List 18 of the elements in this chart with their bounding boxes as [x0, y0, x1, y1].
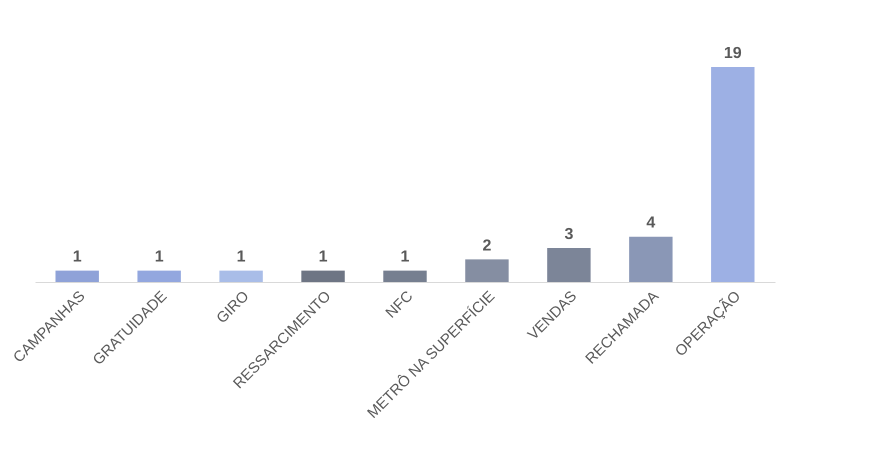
- bar: [383, 270, 427, 282]
- data-label: 1: [400, 248, 410, 266]
- data-label: 3: [564, 226, 574, 244]
- bar: [55, 270, 99, 282]
- data-label: 1: [72, 248, 82, 266]
- data-label: 1: [236, 248, 246, 266]
- bar: [301, 270, 345, 282]
- bar: [137, 270, 181, 282]
- data-label: 1: [318, 248, 328, 266]
- bar: [629, 236, 673, 282]
- data-label: 1: [154, 248, 164, 266]
- bar: [465, 259, 509, 282]
- data-label: 19: [724, 45, 742, 62]
- bar: [547, 248, 591, 282]
- bar: [711, 67, 755, 282]
- data-label: 4: [646, 214, 656, 232]
- bar: [219, 270, 263, 282]
- data-label: 2: [482, 237, 492, 254]
